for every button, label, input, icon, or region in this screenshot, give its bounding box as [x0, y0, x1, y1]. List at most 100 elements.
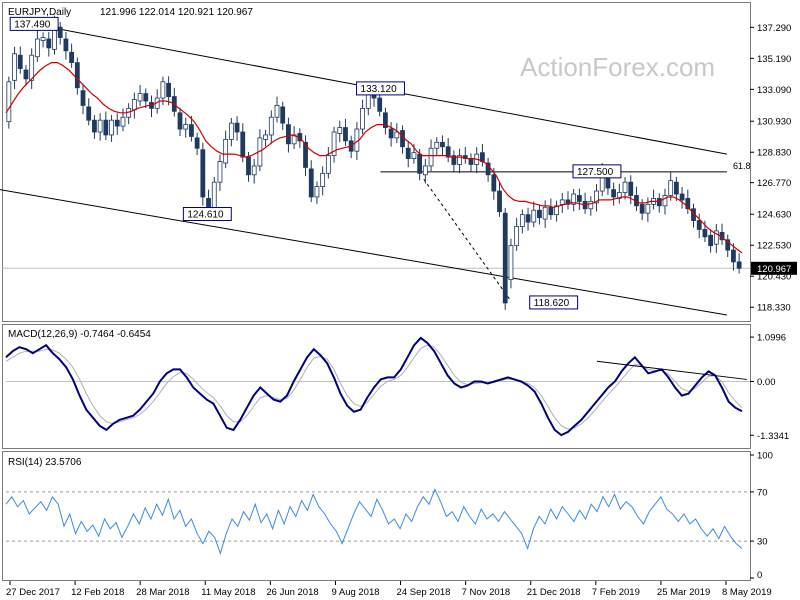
- candle-body: [251, 165, 257, 176]
- candle: [725, 234, 731, 258]
- rsi-tick-label: 0: [757, 570, 762, 581]
- annotation-box: [182, 207, 232, 222]
- candle: [548, 198, 554, 220]
- x-tick-label: 27 Dec 2017: [6, 587, 60, 598]
- candle: [537, 205, 542, 225]
- candle: [303, 135, 308, 177]
- candle-body: [611, 189, 617, 198]
- candle-body: [325, 155, 331, 174]
- candle-body: [548, 206, 554, 216]
- macd-line: [5, 336, 743, 437]
- price-annotation: 133.120: [356, 81, 405, 96]
- macd-panel: [2, 324, 751, 449]
- candle: [383, 107, 388, 135]
- candle: [662, 188, 668, 215]
- candle: [422, 159, 428, 184]
- candle: [616, 183, 622, 204]
- candle: [394, 123, 400, 144]
- candle-body: [274, 105, 280, 118]
- price-annotation: 137.490: [9, 16, 59, 31]
- candle-body: [662, 195, 668, 207]
- candle-body: [308, 168, 314, 198]
- candle-body: [468, 158, 474, 165]
- last-price-label: 120.967: [757, 264, 791, 275]
- candle: [571, 188, 577, 212]
- candle-body: [286, 124, 291, 145]
- candle: [331, 126, 337, 163]
- candle-body: [320, 172, 326, 188]
- candle-body: [57, 26, 63, 38]
- candle-body: [120, 116, 126, 127]
- candle-body: [736, 261, 742, 269]
- candle-body: [668, 180, 674, 196]
- candle-body: [411, 152, 417, 159]
- candle: [177, 107, 183, 136]
- candle: [576, 188, 582, 211]
- candle: [251, 159, 257, 184]
- ohlc-readout: 121.996 122.014 120.921 120.967: [100, 7, 253, 18]
- candle-body: [594, 190, 599, 204]
- candle-body: [263, 134, 268, 140]
- candle: [388, 122, 394, 147]
- candle: [588, 196, 594, 216]
- candle: [656, 193, 662, 213]
- candle-body: [194, 137, 200, 149]
- x-tick-label: 12 Feb 2018: [71, 587, 124, 598]
- candle-body: [223, 138, 229, 164]
- candle-body: [559, 199, 565, 205]
- candle-body: [417, 153, 423, 174]
- candle-body: [34, 38, 40, 58]
- candle-body: [588, 200, 594, 210]
- candle-body: [177, 112, 183, 130]
- candle: [23, 64, 29, 86]
- candle: [531, 201, 537, 228]
- annotation-text: 124.610: [187, 210, 224, 221]
- rsi-line: [5, 488, 743, 556]
- candle: [325, 146, 331, 179]
- retracement-dashed-line: [423, 178, 511, 301]
- x-tick-label: 7 Feb 2019: [592, 587, 640, 598]
- x-tick-label: 8 May 2019: [722, 587, 772, 598]
- candle-body: [388, 128, 394, 139]
- candle-body: [428, 147, 434, 167]
- candle-body: [160, 81, 166, 99]
- candle: [679, 187, 685, 209]
- candle-body: [696, 220, 702, 230]
- price-tick-label: 128.830: [757, 148, 791, 159]
- candle-body: [628, 181, 634, 196]
- last-price-bg: [751, 261, 797, 275]
- price-annotation: 124.610: [182, 207, 232, 222]
- candle: [189, 115, 194, 142]
- candle-body: [645, 203, 651, 214]
- candle: [234, 116, 240, 141]
- candle-body: [565, 199, 571, 205]
- candle: [314, 181, 320, 204]
- price-tick-label: 133.090: [757, 85, 791, 96]
- candle-body: [217, 161, 223, 183]
- candle: [12, 46, 17, 90]
- candle-body: [240, 131, 246, 158]
- candle: [582, 192, 588, 214]
- symbol-label: EURJPY,Daily: [8, 7, 71, 18]
- candle: [40, 32, 46, 48]
- candle-body: [639, 203, 645, 214]
- candle-body: [291, 134, 297, 145]
- x-tick-label: 11 May 2018: [201, 587, 255, 598]
- candle-body: [131, 99, 137, 111]
- rsi-plot: [5, 488, 750, 556]
- candle: [445, 138, 451, 163]
- candle: [736, 253, 742, 274]
- annotation-box: [529, 295, 579, 310]
- price-panel: [2, 2, 751, 322]
- candle: [114, 113, 120, 135]
- candle-body: [451, 155, 457, 165]
- price-tick-label: 135.190: [757, 54, 791, 65]
- candle: [337, 120, 343, 143]
- rsi-panel: [2, 451, 751, 581]
- candle: [668, 172, 674, 201]
- candle-body: [343, 127, 348, 142]
- candle-body: [582, 200, 588, 210]
- moving-average-line: [5, 62, 743, 254]
- candle-body: [502, 212, 508, 304]
